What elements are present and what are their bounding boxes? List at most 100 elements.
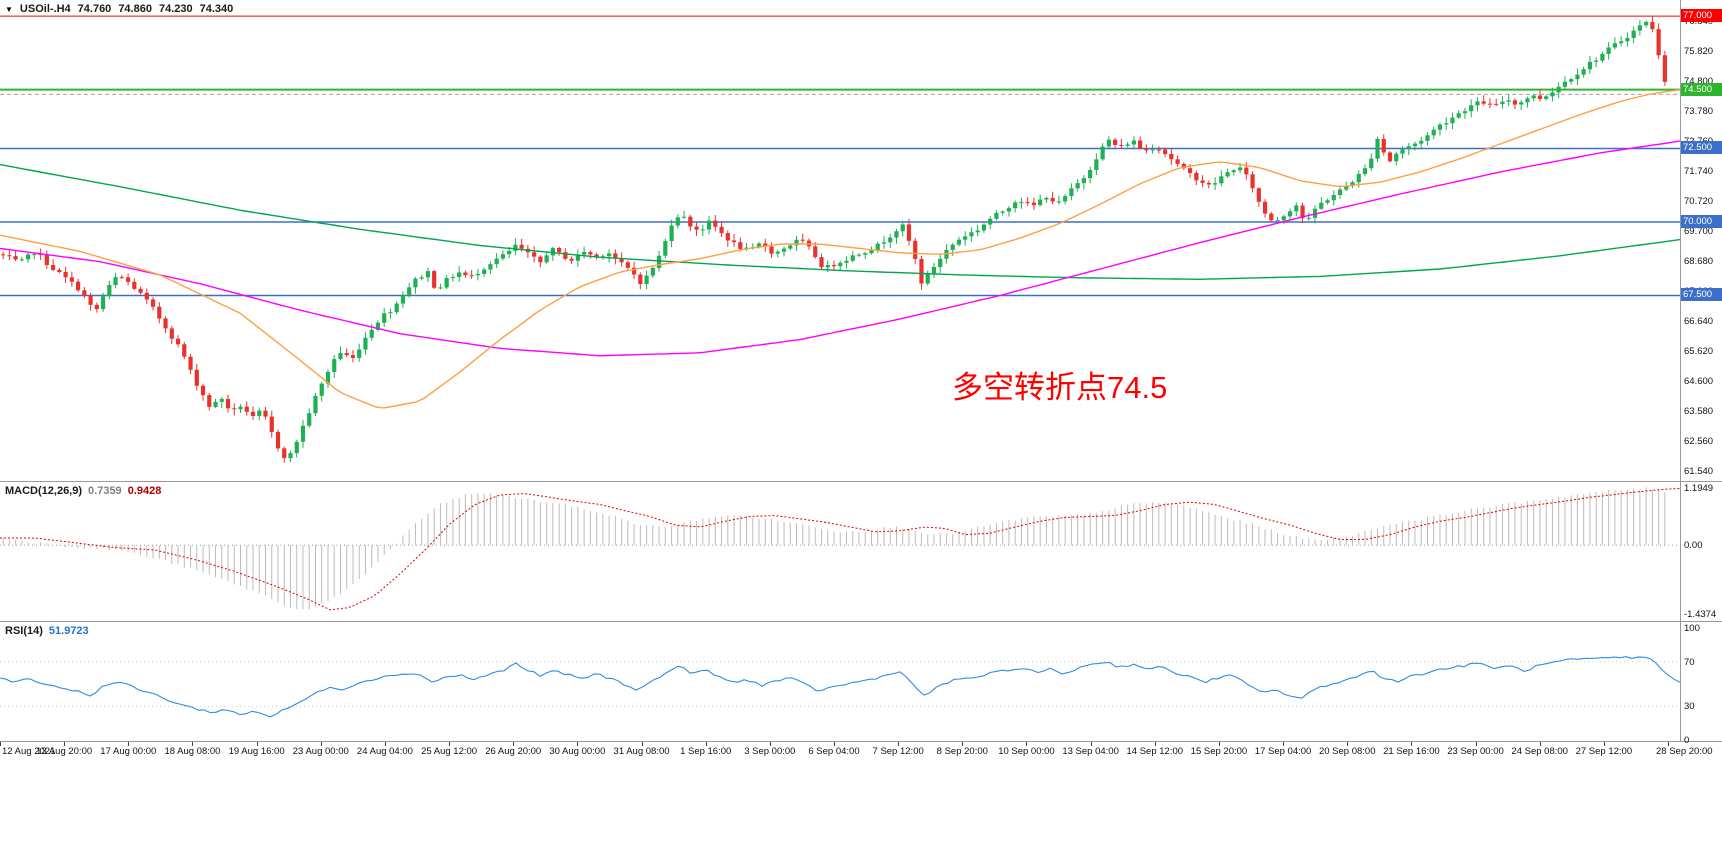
time-axis-label: 10 Sep 00:00 <box>998 746 1055 757</box>
price-axis-label: 74.800 <box>1684 75 1714 87</box>
macd-axis-label: 1.1949 <box>1684 483 1714 494</box>
time-axis-label: 14 Sep 12:00 <box>1126 746 1184 757</box>
price-axis-label: 73.780 <box>1684 105 1714 117</box>
ma-green-line[interactable] <box>0 163 1680 281</box>
time-axis-label: 30 Aug 00:00 <box>549 746 606 757</box>
time-tick <box>962 742 964 746</box>
time-axis-label: 13 Aug 20:00 <box>36 746 93 757</box>
symbol-period-label: USOil-.H4 <box>19 3 71 15</box>
price-line-tag: 77.000 <box>1681 9 1722 23</box>
time-axis-label: 18 Aug 08:00 <box>164 746 221 757</box>
time-tick <box>192 742 194 746</box>
time-tick <box>1475 742 1477 746</box>
time-tick <box>256 742 258 746</box>
time-axis-label: 26 Aug 20:00 <box>485 746 542 757</box>
time-tick <box>513 742 515 746</box>
time-tick <box>705 742 707 746</box>
time-tick <box>1668 742 1669 746</box>
symbol-ohlc-title: ▼ USOil-.H4 74.760 74.860 74.230 74.340 <box>5 3 233 15</box>
time-tick <box>1539 742 1541 746</box>
macd-axis-label: -1.4374 <box>1684 609 1717 620</box>
time-tick <box>320 742 322 746</box>
time-axis-label: 19 Aug 16:00 <box>228 746 285 757</box>
rsi-indicator-label: RSI(14) 51.9723 <box>5 625 89 637</box>
price-axis-label: 75.820 <box>1684 45 1714 57</box>
time-axis-label: 3 Sep 00:00 <box>744 746 796 757</box>
time-tick <box>577 742 579 746</box>
price-axis-label: 61.540 <box>1684 465 1714 477</box>
rsi-axis-label: 0 <box>1684 735 1690 746</box>
price-line-tag: 70.000 <box>1681 214 1722 228</box>
time-axis-label: 13 Sep 04:00 <box>1062 746 1119 757</box>
macd-histogram <box>2 487 1666 610</box>
macd-main-value: 0.7359 <box>88 485 122 497</box>
time-axis-label: 21 Sep 16:00 <box>1383 746 1440 757</box>
time-tick <box>1411 742 1413 746</box>
time-tick <box>1218 742 1220 746</box>
rsi-value: 51.9723 <box>48 625 89 637</box>
time-axis-label: 17 Aug 00:00 <box>100 746 157 757</box>
chart-annotation-text[interactable]: 多空转折点74.5 <box>952 370 1168 405</box>
time-axis-label: 24 Sep 08:00 <box>1511 746 1568 757</box>
time-tick <box>769 742 771 746</box>
time-axis-label: 8 Sep 20:00 <box>936 746 988 757</box>
macd-indicator-label: MACD(12,26,9) 0.7359 0.9428 <box>5 485 161 497</box>
time-axis-label: 17 Sep 04:00 <box>1254 746 1312 757</box>
time-axis-label: 1 Sep 16:00 <box>680 746 732 757</box>
macd-axis-label: 0.00 <box>1684 540 1703 552</box>
time-tick <box>449 742 451 746</box>
time-tick <box>641 742 643 746</box>
macd-signal-line <box>0 488 1680 611</box>
price-axis-label: 63.580 <box>1684 405 1714 417</box>
panel-separator[interactable] <box>0 481 1722 482</box>
time-axis-label: 12 Aug 2021 <box>2 746 56 757</box>
price-axis-label: 71.740 <box>1684 165 1714 177</box>
price-axis-label: 65.620 <box>1684 345 1714 357</box>
price-line-tag: 72.500 <box>1681 141 1722 155</box>
ohlc-close: 74.340 <box>199 3 234 15</box>
time-axis-label: 23 Aug 00:00 <box>292 746 349 757</box>
price-scale-border <box>1680 0 1681 741</box>
time-tick <box>1026 742 1028 746</box>
chart-menu-icon[interactable]: ▼ <box>5 4 13 14</box>
price-axis-label: 69.700 <box>1684 225 1714 237</box>
time-axis-label: 31 Aug 08:00 <box>613 746 670 757</box>
time-tick <box>1603 742 1605 746</box>
time-tick <box>898 742 900 746</box>
time-tick <box>0 742 1 746</box>
macd-name: MACD(12,26,9) <box>5 485 83 497</box>
time-axis-label: 28 Sep 20:00 <box>1656 746 1713 757</box>
time-tick <box>834 742 835 746</box>
time-tick <box>1347 742 1349 746</box>
rsi-axis-label: 100 <box>1684 623 1700 634</box>
time-axis-label: 23 Sep 00:00 <box>1447 746 1504 757</box>
rsi-panel-canvas[interactable] <box>0 622 1680 741</box>
time-axis-label: 7 Sep 12:00 <box>872 746 924 757</box>
time-tick <box>1154 742 1156 746</box>
ma-magenta-line[interactable] <box>0 140 1680 357</box>
macd-signal-value: 0.9428 <box>127 485 162 497</box>
price-line-tag: 67.500 <box>1681 288 1722 302</box>
time-tick <box>384 742 386 746</box>
time-axis-label: 24 Aug 04:00 <box>356 746 413 757</box>
price-line-tag: 74.500 <box>1681 82 1722 96</box>
panel-separator[interactable] <box>0 621 1722 622</box>
ohlc-high: 74.860 <box>118 3 152 15</box>
time-axis-label: 15 Sep 20:00 <box>1190 746 1248 757</box>
price-axis-label: 70.720 <box>1684 195 1714 207</box>
price-axis-label: 72.760 <box>1684 136 1713 147</box>
rsi-line <box>0 656 1680 718</box>
time-tick <box>1090 742 1092 746</box>
time-tick <box>128 742 130 746</box>
time-axis-label: 27 Sep 12:00 <box>1575 746 1633 757</box>
time-axis-label: 6 Sep 04:00 <box>808 746 860 757</box>
ma-orange-line[interactable] <box>0 89 1680 409</box>
main-price-chart-canvas[interactable] <box>0 0 1680 481</box>
ohlc-low: 74.230 <box>158 3 193 15</box>
macd-panel-canvas[interactable] <box>0 482 1680 621</box>
panel-separator[interactable] <box>0 741 1722 742</box>
rsi-axis-label: 70 <box>1684 656 1695 668</box>
candlestick-series <box>1 15 1667 463</box>
price-axis-label: 68.680 <box>1684 255 1714 267</box>
